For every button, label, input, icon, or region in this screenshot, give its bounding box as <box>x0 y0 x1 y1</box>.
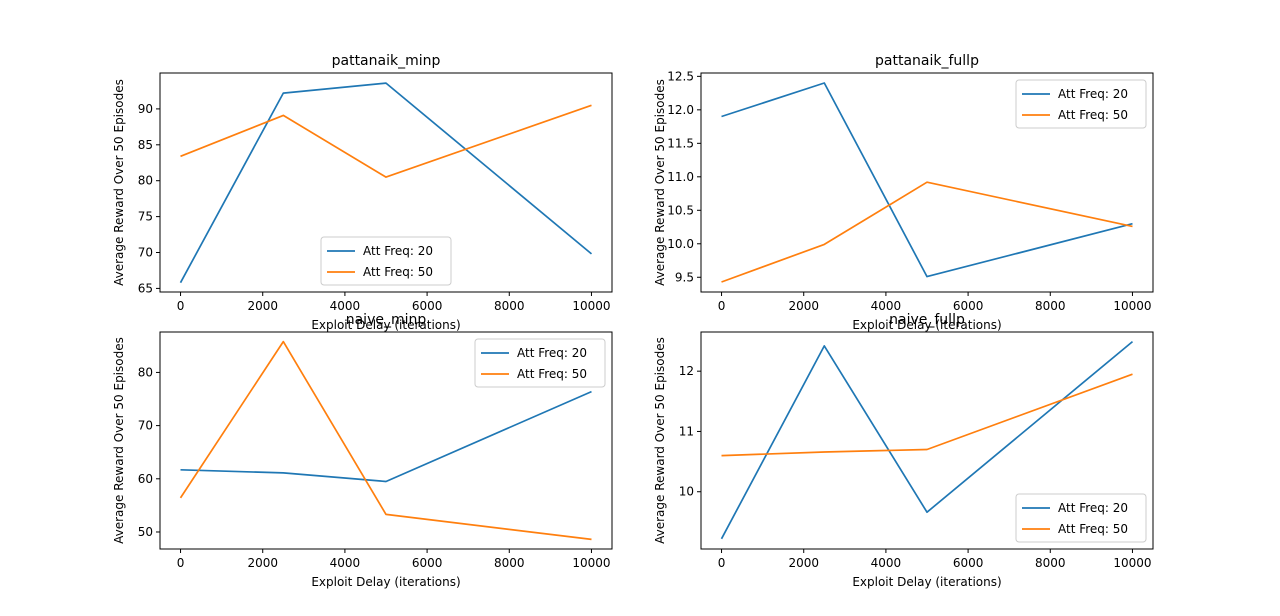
y-axis-label: Average Reward Over 50 Episodes <box>653 337 667 544</box>
legend-label-2: Att Freq: 50 <box>517 367 587 381</box>
y-tick-label: 10 <box>679 485 694 499</box>
series-line-1 <box>721 82 1133 278</box>
x-tick-label: 2000 <box>788 299 819 313</box>
y-tick-label: 75 <box>138 210 153 224</box>
legend-box <box>320 236 452 286</box>
y-tick-label: 10.5 <box>667 203 694 217</box>
legend-label-2: Att Freq: 50 <box>1058 522 1128 536</box>
series-line-2 <box>721 373 1133 457</box>
subplot-2: pattanaik_fullp 0 2000 4000 6000 8000 10000 9.5… <box>653 53 1154 332</box>
y-tick-label: 50 <box>138 525 153 539</box>
legend-label-2: Att Freq: 50 <box>363 265 433 279</box>
x-tick-label: 10000 <box>1113 299 1151 313</box>
x-tick-label: 10000 <box>572 299 610 313</box>
y-axis-label: Average Reward Over 50 Episodes <box>112 79 126 286</box>
y-tick-label: 85 <box>138 138 153 152</box>
x-tick-label: 6000 <box>412 556 443 570</box>
series-line-1 <box>180 390 592 483</box>
chart-title: naive_minp <box>346 312 427 328</box>
legend: Att Freq: 20 Att Freq: 50 <box>1015 79 1147 129</box>
legend-label-1: Att Freq: 20 <box>363 244 433 258</box>
legend-box <box>474 338 606 388</box>
y-tick-label: 11.5 <box>667 136 694 150</box>
y-tick-label: 12.0 <box>667 103 694 117</box>
legend-label-1: Att Freq: 20 <box>1058 87 1128 101</box>
x-tick-label: 4000 <box>330 556 361 570</box>
plot-frame <box>159 72 613 293</box>
chart-title: pattanaik_fullp <box>875 53 979 69</box>
y-tick-label: 90 <box>138 102 153 116</box>
x-tick-label: 6000 <box>953 299 984 313</box>
x-tick-label: 0 <box>718 299 726 313</box>
x-tick-label: 8000 <box>494 299 525 313</box>
y-tick-label: 10.0 <box>667 237 694 251</box>
y-tick-label: 70 <box>138 419 153 433</box>
series-line-2 <box>179 340 592 541</box>
legend-label-2: Att Freq: 50 <box>1058 108 1128 122</box>
x-axis-label: Exploit Delay (iterations) <box>311 575 460 589</box>
x-axis-label: Exploit Delay (iterations) <box>852 575 1001 589</box>
x-tick-label: 6000 <box>953 556 984 570</box>
y-tick-label: 65 <box>138 281 153 295</box>
x-tick-label: 4000 <box>330 299 361 313</box>
y-tick-label: 11 <box>679 424 694 438</box>
x-tick-label: 4000 <box>871 299 902 313</box>
y-tick-label: 60 <box>138 472 153 486</box>
chart-title: pattanaik_minp <box>332 53 441 69</box>
y-tick-label: 80 <box>138 365 153 379</box>
x-axis-label: Exploit Delay (iterations) <box>852 318 1001 332</box>
chart-title: naive_fullp <box>889 312 965 328</box>
x-tick-label: 0 <box>718 556 726 570</box>
subplot-3: naive_minp 0 2000 4000 6000 8000 10000 50 60 70 80… <box>112 312 613 589</box>
x-axis-label: Exploit Delay (iterations) <box>311 318 460 332</box>
x-tick-label: 2000 <box>247 556 278 570</box>
x-tick-label: 0 <box>177 299 185 313</box>
y-tick-label: 12 <box>679 364 694 378</box>
y-tick-label: 70 <box>138 246 153 260</box>
x-tick-label: 4000 <box>871 556 902 570</box>
x-tick-label: 8000 <box>1035 299 1066 313</box>
legend-box <box>1015 493 1147 543</box>
series-line-1 <box>720 340 1134 540</box>
legend: Att Freq: 20 Att Freq: 50 <box>320 236 452 286</box>
y-axis-label: Average Reward Over 50 Episodes <box>653 79 667 286</box>
subplot-4: naive_fullp 0 2000 4000 6000 8000 10000 10 11 12 E… <box>653 312 1154 589</box>
plot-frame <box>700 72 1154 293</box>
y-tick-label: 11.0 <box>667 170 694 184</box>
series-line-2 <box>721 181 1133 283</box>
legend-label-1: Att Freq: 20 <box>517 346 587 360</box>
x-tick-label: 10000 <box>1113 556 1151 570</box>
series-line-2 <box>180 104 592 178</box>
x-tick-label: 2000 <box>788 556 819 570</box>
legend: Att Freq: 20 Att Freq: 50 <box>474 338 606 388</box>
x-tick-label: 6000 <box>412 299 443 313</box>
y-tick-label: 12.5 <box>667 69 694 83</box>
plot-frame <box>159 331 613 550</box>
x-tick-label: 2000 <box>247 299 278 313</box>
plot-frame <box>700 331 1154 550</box>
series-line-1 <box>179 82 593 284</box>
legend-box <box>1015 79 1147 129</box>
x-tick-label: 8000 <box>1035 556 1066 570</box>
x-tick-label: 8000 <box>494 556 525 570</box>
y-tick-label: 80 <box>138 174 153 188</box>
x-tick-label: 10000 <box>572 556 610 570</box>
y-axis-label: Average Reward Over 50 Episodes <box>112 337 126 544</box>
x-tick-label: 0 <box>177 556 185 570</box>
y-tick-label: 9.5 <box>675 270 694 284</box>
subplot-1: pattanaik_minp 0 2000 4000 6000 8000 10000 65 70… <box>112 53 613 332</box>
legend: Att Freq: 20 Att Freq: 50 <box>1015 493 1147 543</box>
legend-label-1: Att Freq: 20 <box>1058 501 1128 515</box>
